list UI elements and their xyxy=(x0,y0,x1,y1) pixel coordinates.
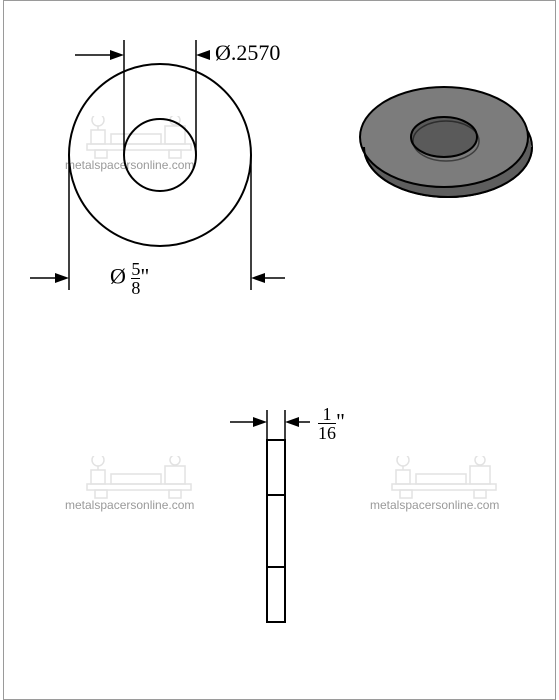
side-view-drawing xyxy=(0,380,559,660)
fraction-numerator: 1 xyxy=(318,405,336,423)
unit-inch: " xyxy=(336,409,345,434)
inner-diameter-value: .2570 xyxy=(231,40,281,65)
thickness-fraction: 1 16 xyxy=(318,405,336,442)
fraction-denominator: 16 xyxy=(318,423,336,442)
diameter-symbol: Ø xyxy=(110,264,126,289)
thickness-label: 1 16 " xyxy=(318,405,345,442)
outer-diameter-label: Ø 5 8 " xyxy=(110,260,149,297)
inner-diameter-label: Ø.2570 xyxy=(215,40,280,66)
isometric-view-drawing xyxy=(350,55,540,235)
diameter-symbol: Ø xyxy=(215,40,231,65)
unit-inch: " xyxy=(140,264,149,289)
